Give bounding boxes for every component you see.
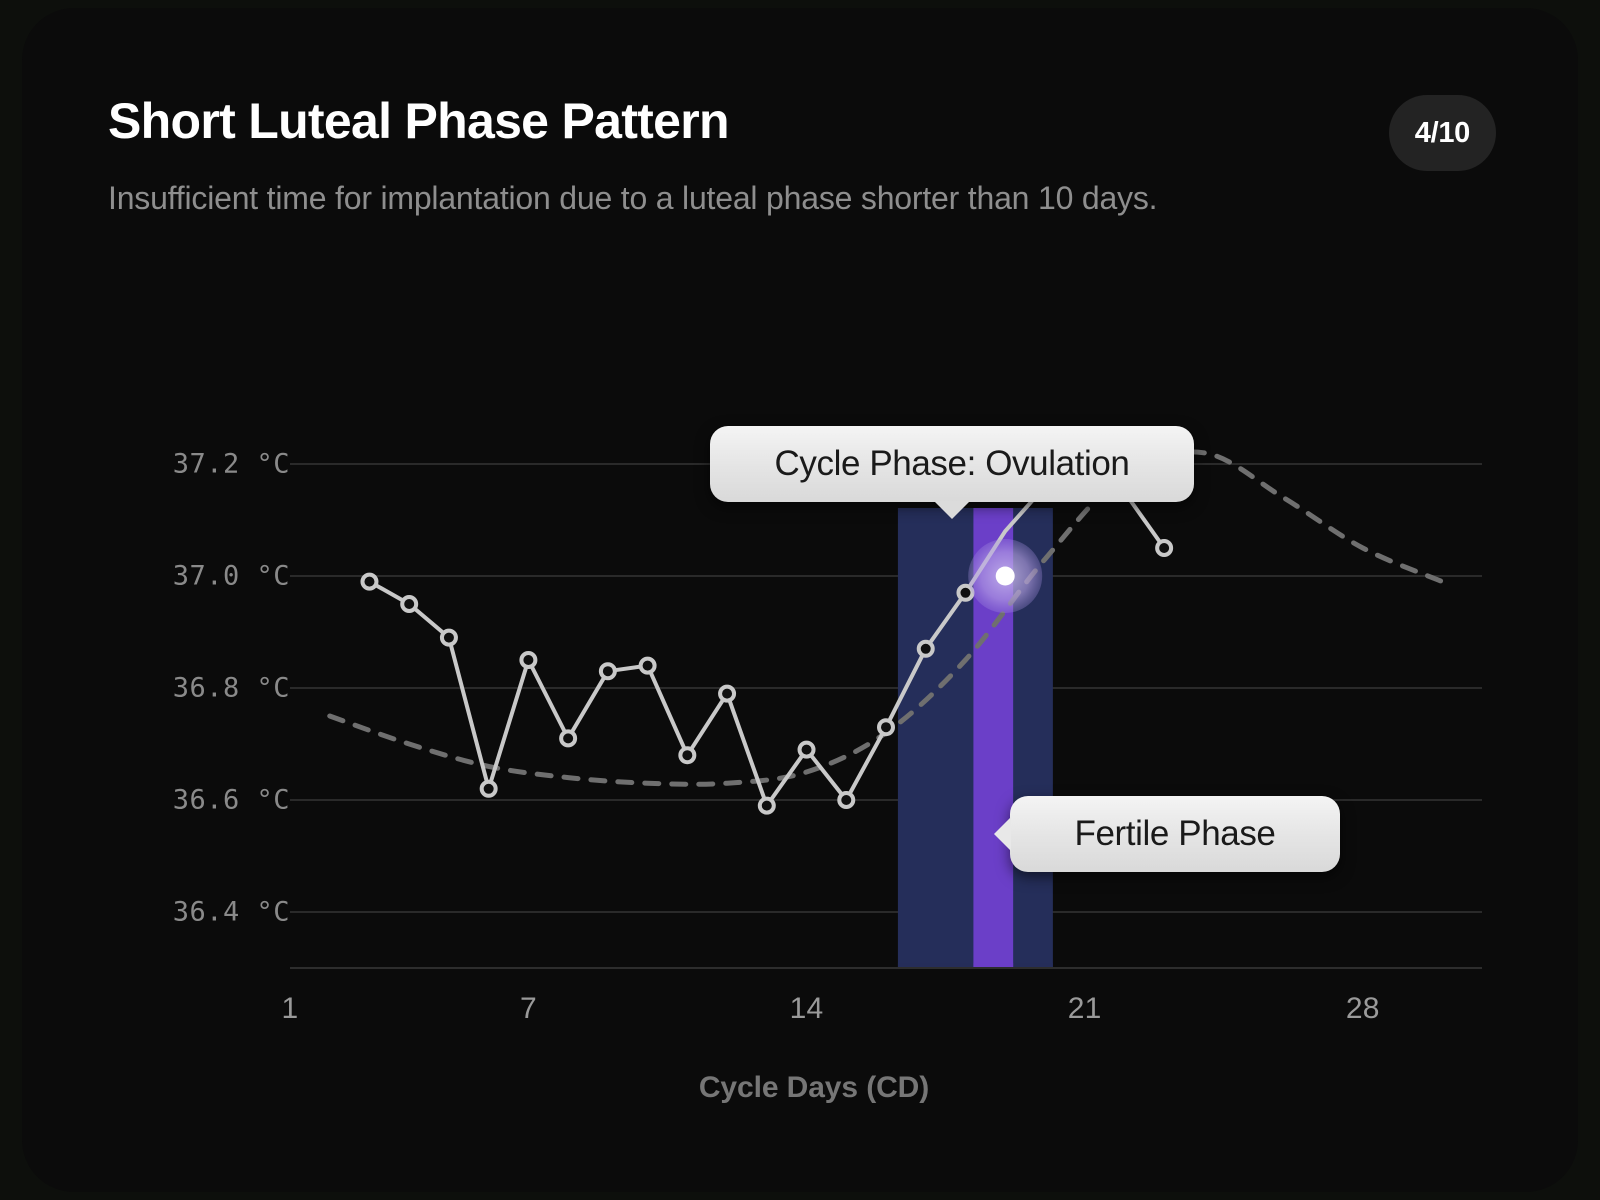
page-title: Short Luteal Phase Pattern xyxy=(108,93,730,149)
bbt-marker[interactable] xyxy=(638,656,657,675)
highlight-dot[interactable] xyxy=(995,566,1015,586)
trend-line xyxy=(327,449,1445,787)
bbt-marker[interactable] xyxy=(797,740,816,759)
x-axis-tick-label: 14 xyxy=(789,992,824,1025)
x-axis-tick-label: 28 xyxy=(1345,992,1380,1025)
callout-ovulation-label: Cycle Phase: Ovulation xyxy=(774,444,1130,483)
bbt-marker[interactable] xyxy=(400,595,419,613)
insight-card: Short Luteal Phase Pattern Insufficient … xyxy=(22,8,1578,1192)
bbt-marker[interactable] xyxy=(678,746,697,765)
bbt-marker[interactable] xyxy=(360,572,379,591)
y-axis-tick-label: 37.2 °C xyxy=(172,448,290,480)
x-axis-tick-label: 21 xyxy=(1067,992,1102,1025)
y-axis-labels: 36.4 °C 36.6 °C 36.8 °C 37.0 °C 37.2 °C xyxy=(108,8,290,1192)
x-axis-tick-label: 1 xyxy=(281,992,299,1025)
card-header: Short Luteal Phase Pattern Insufficient … xyxy=(108,94,1308,220)
bbt-marker[interactable] xyxy=(718,684,737,703)
bbt-marker[interactable] xyxy=(877,718,895,737)
step-badge: 4/10 xyxy=(1388,95,1496,171)
y-axis-tick-label: 37.0 °C xyxy=(172,560,290,592)
y-axis-tick-label: 36.6 °C xyxy=(172,784,290,816)
y-axis-tick-label: 36.4 °C xyxy=(172,896,290,928)
bbt-marker[interactable] xyxy=(559,729,578,748)
callout-ovulation[interactable]: Cycle Phase: Ovulation xyxy=(710,426,1194,519)
x-axis-title-label: Cycle Days (CD) xyxy=(698,1071,930,1104)
bbt-marker[interactable] xyxy=(479,779,498,798)
bbt-marker[interactable] xyxy=(757,796,776,815)
bbt-marker[interactable] xyxy=(439,628,458,647)
callout-fertile-label: Fertile Phase xyxy=(1074,814,1276,853)
phase-band-edge xyxy=(973,963,1014,968)
bbt-marker[interactable] xyxy=(837,791,856,809)
y-axis-tick-label: 36.8 °C xyxy=(172,672,290,704)
x-axis-title: Cycle Days (CD) xyxy=(22,1071,1578,1105)
ovulation-highlight xyxy=(968,539,1043,613)
bbt-marker[interactable] xyxy=(519,651,538,669)
x-axis-tick-label: 7 xyxy=(519,992,537,1025)
page-subtitle: Insufficient time for implantation due t… xyxy=(108,180,1158,216)
bbt-chart: 36.4 °C 36.6 °C 36.8 °C 37.0 °C 37.2 °C 1 7 14… xyxy=(22,8,1578,1192)
bbt-marker[interactable] xyxy=(916,639,935,658)
callout-fertile[interactable]: Fertile Phase xyxy=(994,796,1340,872)
bbt-marker[interactable] xyxy=(1155,539,1174,557)
bbt-marker[interactable] xyxy=(598,662,617,681)
